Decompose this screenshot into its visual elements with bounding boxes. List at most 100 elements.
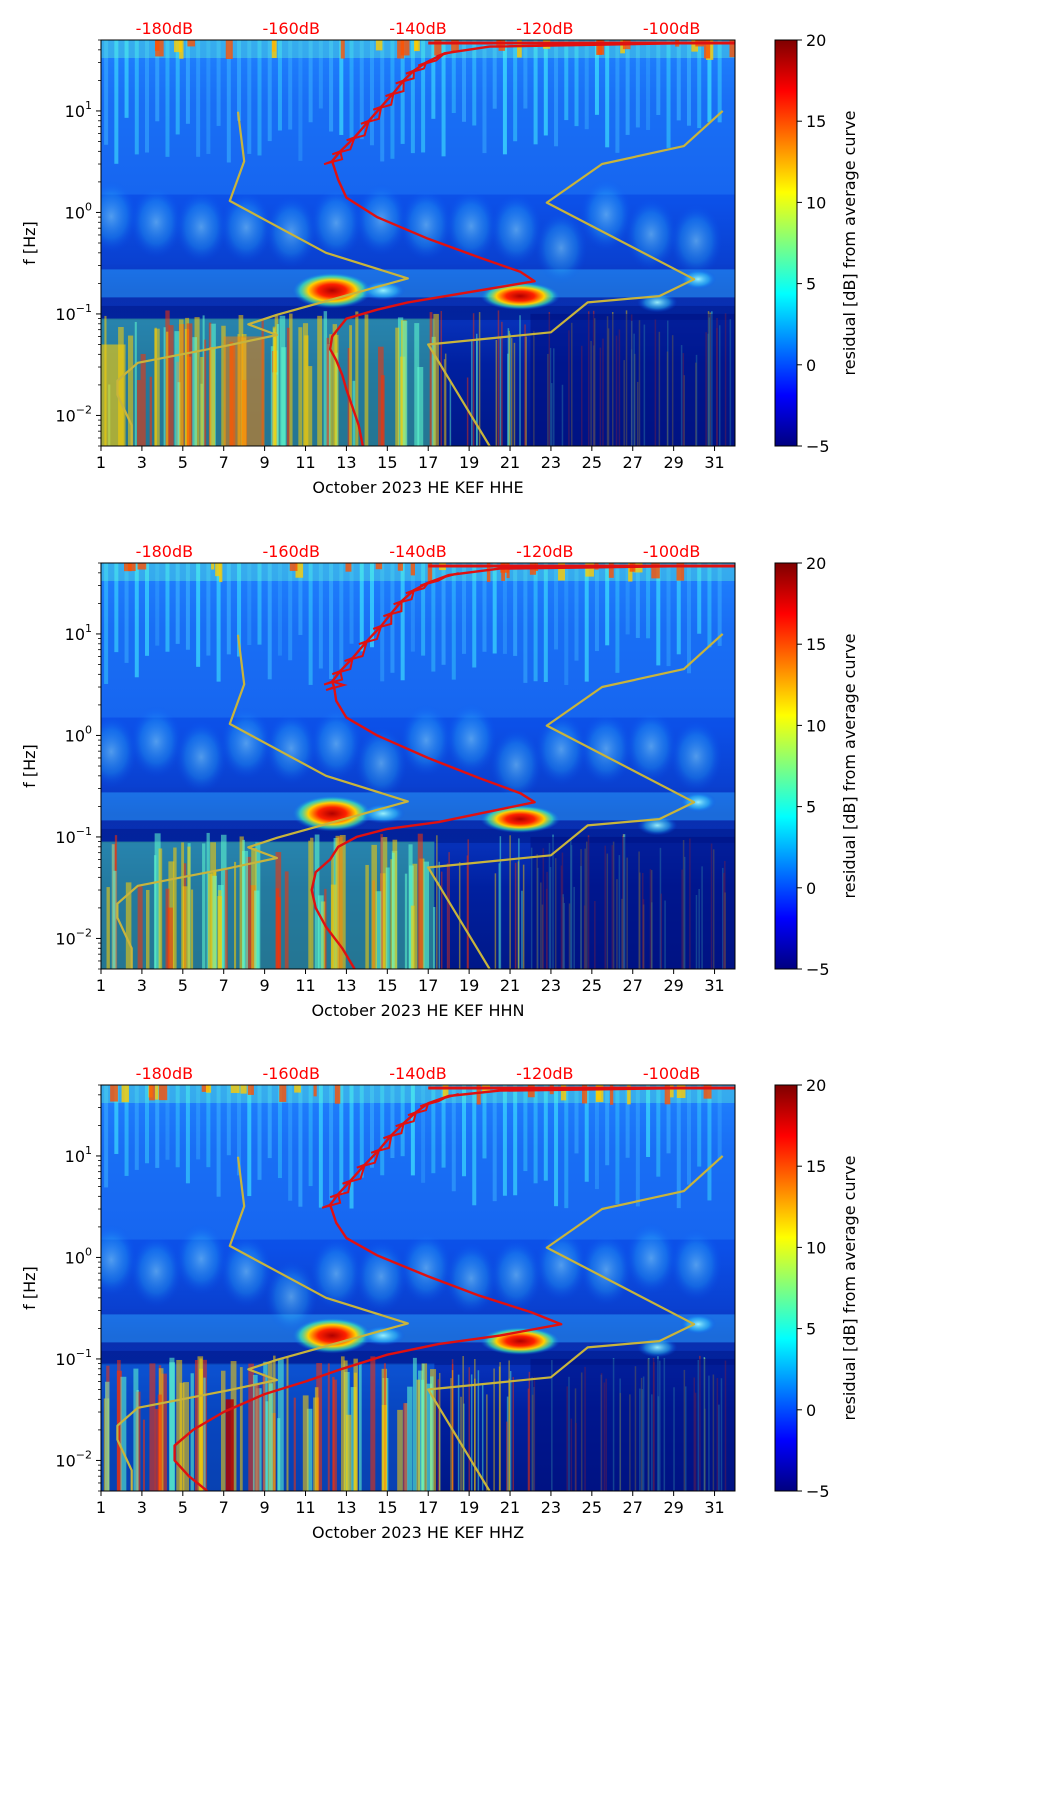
hf-streak xyxy=(206,563,211,656)
hf-streak xyxy=(369,563,374,648)
x-tick-label: 17 xyxy=(418,1498,438,1517)
lf-spike xyxy=(471,341,473,446)
microseism-band xyxy=(101,1314,735,1343)
glow xyxy=(265,1260,318,1333)
hf-streak xyxy=(410,1085,415,1176)
lf-spike xyxy=(204,339,207,446)
top-spot xyxy=(187,40,196,47)
hf-streak xyxy=(216,40,221,126)
colorbar-tick-label: 15 xyxy=(806,1157,826,1176)
hf-streak xyxy=(247,1085,252,1197)
hf-streak xyxy=(124,40,129,118)
lf-spike xyxy=(281,347,287,446)
lf-spike xyxy=(476,338,478,446)
hf-streak xyxy=(196,1085,201,1160)
lf-hot xyxy=(101,344,126,446)
hf-streak xyxy=(349,1085,354,1209)
lf-spike xyxy=(293,1397,296,1491)
lf-spike xyxy=(186,323,193,446)
hf-streak xyxy=(666,1085,671,1154)
hf-streak xyxy=(400,1085,405,1157)
lf-spike xyxy=(506,1396,509,1491)
hf-streak xyxy=(165,1085,170,1160)
hf-streak xyxy=(441,40,446,157)
lf-spike xyxy=(137,886,143,969)
x-tick-label: 25 xyxy=(582,976,602,995)
x-tick-label: 25 xyxy=(582,1498,602,1517)
lf-spike xyxy=(113,870,117,969)
hf-streak xyxy=(441,563,446,665)
lf-spike xyxy=(412,863,418,969)
hf-streak xyxy=(267,563,272,680)
lf-spike xyxy=(501,321,503,446)
top-spot xyxy=(427,563,433,582)
hf-streak xyxy=(676,40,681,121)
hf-streak xyxy=(482,40,487,154)
lf-spike xyxy=(466,855,469,969)
hf-streak xyxy=(329,1085,334,1201)
hf-streak xyxy=(554,1085,559,1207)
top-spot xyxy=(289,563,298,571)
glow xyxy=(670,1228,723,1301)
hf-streak xyxy=(502,563,507,654)
glow xyxy=(445,190,498,263)
colorbar-tick-label: 20 xyxy=(806,31,826,50)
glow xyxy=(175,1222,228,1295)
hf-streak xyxy=(707,1085,712,1201)
hf-streak xyxy=(523,1085,528,1172)
top-spot xyxy=(703,1085,712,1099)
lf-spike xyxy=(417,367,424,446)
hf-streak xyxy=(564,1085,569,1209)
lf-spike xyxy=(163,327,166,446)
lf-spike xyxy=(417,833,423,969)
top-spot xyxy=(334,1085,341,1104)
hf-streak xyxy=(165,40,170,157)
x-tick-label: 21 xyxy=(500,1498,520,1517)
x-tick-label: 9 xyxy=(260,976,270,995)
hf-streak xyxy=(267,1085,272,1159)
lf-spike xyxy=(375,891,382,969)
hf-streak xyxy=(625,1085,630,1158)
lf-spike xyxy=(446,863,449,969)
glow xyxy=(445,703,498,776)
hf-streak xyxy=(329,40,334,132)
hf-streak xyxy=(124,563,129,663)
lf-spike xyxy=(125,882,132,969)
x-tick-label: 15 xyxy=(377,1498,397,1517)
colorbar-tick-label: 0 xyxy=(806,879,816,898)
glow xyxy=(400,1232,453,1305)
lf-spike xyxy=(174,331,180,446)
lf-spike xyxy=(494,873,497,969)
lf-spike xyxy=(451,1359,454,1491)
hf-streak xyxy=(329,563,334,679)
lf-spike xyxy=(472,313,475,446)
hf-streak xyxy=(717,40,722,123)
hf-streak xyxy=(451,40,456,114)
lf-spike xyxy=(493,1368,495,1491)
lf-spike xyxy=(329,334,333,446)
lf-spike xyxy=(527,1388,530,1491)
lf-spike xyxy=(467,839,469,969)
lf-spike xyxy=(134,321,137,446)
hf-streak xyxy=(369,1085,374,1168)
lf-spike xyxy=(518,838,520,969)
lf-spike xyxy=(438,1409,441,1491)
glow xyxy=(130,186,183,259)
hf-streak xyxy=(247,563,252,646)
glow xyxy=(220,1235,273,1308)
hf-streak xyxy=(145,1085,150,1164)
hf-streak xyxy=(145,40,150,153)
top-spot xyxy=(215,563,221,577)
hf-streak xyxy=(298,40,303,161)
y-tick-label: 101 xyxy=(65,622,92,644)
lf-spike xyxy=(262,1373,266,1491)
lf-spike xyxy=(173,847,177,969)
y-axis-label: f [Hz] xyxy=(20,744,39,788)
lf-spike xyxy=(194,317,200,446)
lf-spike xyxy=(286,327,290,446)
colorbar-tick-label: 20 xyxy=(806,554,826,573)
top-spot xyxy=(400,40,410,56)
y-tick-label: 100 xyxy=(65,723,92,745)
